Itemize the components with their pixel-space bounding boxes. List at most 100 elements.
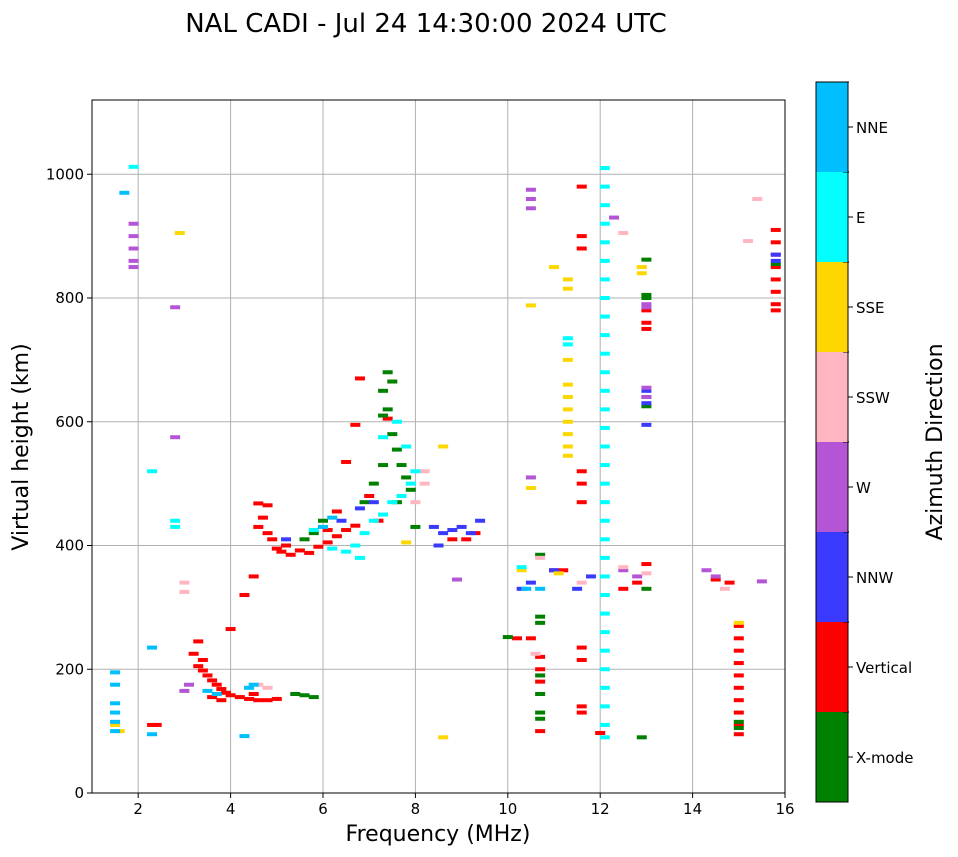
data-point	[410, 500, 421, 505]
series-sse	[110, 231, 744, 740]
data-point	[331, 534, 342, 539]
data-point	[525, 475, 536, 480]
data-point	[179, 580, 190, 585]
data-point	[576, 657, 587, 662]
data-point	[359, 531, 370, 536]
x-tick-label: 16	[775, 800, 794, 818]
data-point	[599, 184, 610, 189]
data-point	[535, 620, 546, 625]
colorbar-segment	[816, 712, 848, 802]
data-point	[535, 614, 546, 619]
data-point	[391, 447, 402, 452]
data-point	[535, 667, 546, 672]
data-point	[599, 704, 610, 709]
data-point	[428, 524, 439, 529]
data-point	[110, 729, 121, 734]
data-point	[641, 395, 652, 399]
data-point	[276, 549, 287, 554]
data-point	[599, 314, 610, 319]
data-point	[576, 500, 587, 505]
data-point	[641, 385, 652, 390]
data-point	[350, 543, 361, 548]
data-point	[770, 277, 781, 282]
data-point	[641, 292, 652, 297]
data-point	[308, 695, 319, 700]
data-point	[410, 469, 421, 474]
data-point	[599, 166, 610, 171]
y-tick-label: 600	[55, 413, 84, 431]
data-point	[733, 732, 744, 737]
data-point	[253, 501, 264, 506]
data-point	[220, 690, 231, 695]
data-point	[770, 258, 781, 263]
data-point	[576, 645, 587, 650]
data-point	[599, 537, 610, 542]
data-point	[636, 271, 647, 276]
data-point	[599, 611, 610, 616]
series-ssw	[179, 197, 763, 690]
data-point	[410, 524, 421, 529]
data-point	[599, 555, 610, 560]
data-point	[599, 735, 610, 740]
data-point	[535, 586, 546, 591]
data-point	[188, 651, 199, 656]
data-point	[110, 719, 121, 724]
data-point	[641, 305, 652, 310]
data-point	[535, 555, 546, 560]
data-point	[267, 537, 278, 542]
data-point	[599, 574, 610, 579]
data-point	[599, 258, 610, 263]
data-point	[710, 574, 721, 579]
plot-frame	[91, 99, 786, 794]
data-point	[262, 531, 273, 536]
data-point	[549, 265, 559, 270]
data-point	[641, 257, 652, 262]
series-nne	[110, 190, 546, 739]
data-point	[170, 524, 181, 529]
data-point	[271, 696, 282, 701]
data-point	[341, 528, 352, 533]
data-point	[636, 735, 647, 740]
data-point	[207, 695, 218, 700]
data-point	[308, 528, 319, 533]
data-point	[562, 336, 573, 341]
data-point	[770, 289, 781, 294]
data-point	[618, 568, 629, 573]
data-point	[599, 370, 610, 375]
colorbar-label-vertical: Vertical	[856, 659, 912, 677]
data-point	[599, 277, 610, 282]
data-point	[170, 305, 181, 310]
data-point	[110, 670, 121, 675]
colorbar-label-w: W	[856, 479, 871, 497]
data-point	[599, 630, 610, 635]
x-axis-ticks: 2 4 6 8 10 12 14 16	[133, 793, 795, 818]
data-point	[770, 308, 781, 313]
data-point	[350, 422, 361, 427]
data-point	[110, 710, 121, 715]
data-point	[110, 701, 121, 706]
data-point	[599, 221, 610, 226]
colorbar-label-sse: SSE	[856, 299, 885, 317]
y-axis-label: Virtual height (km)	[9, 343, 34, 550]
data-point	[733, 636, 744, 641]
data-point	[378, 463, 389, 468]
data-point	[562, 357, 573, 362]
data-point	[535, 710, 546, 715]
series-x-mode	[290, 257, 781, 740]
data-point	[599, 240, 610, 245]
data-point	[641, 401, 652, 406]
data-point	[770, 302, 781, 307]
data-point	[599, 203, 610, 208]
data-point	[535, 673, 546, 678]
data-point	[576, 246, 587, 251]
data-point	[299, 693, 310, 698]
data-point	[535, 552, 546, 557]
y-tick-label: 200	[55, 660, 84, 678]
x-tick-label: 12	[591, 800, 610, 818]
data-point	[576, 184, 587, 189]
data-point	[525, 303, 536, 308]
data-point	[271, 546, 282, 551]
data-point	[193, 664, 204, 669]
data-point	[599, 351, 610, 356]
